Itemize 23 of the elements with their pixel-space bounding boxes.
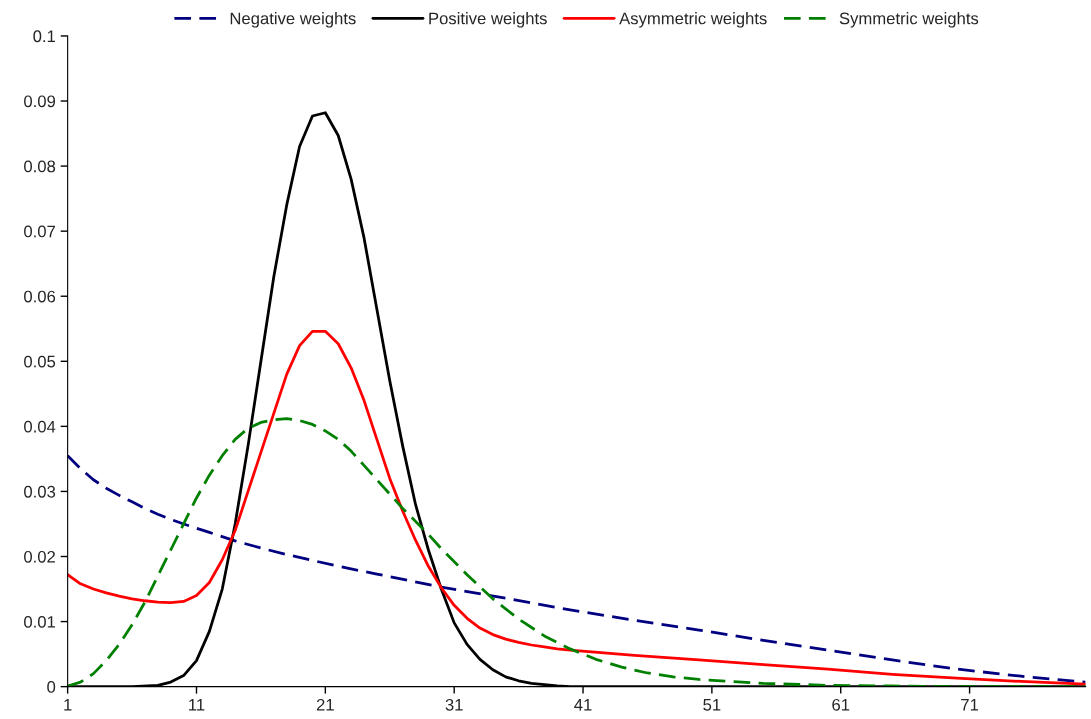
y-tick-label: 0.02 — [24, 550, 55, 563]
y-tick-label: 0.09 — [24, 95, 56, 108]
y-tick-label: 0.06 — [24, 290, 56, 303]
x-tick-label: 11 — [189, 699, 205, 711]
x-tick-label: 51 — [703, 699, 721, 711]
legend-label: Positive weights — [429, 12, 547, 28]
legend-label: Negative weights — [230, 12, 356, 28]
x-tick-label: 1 — [64, 699, 72, 711]
x-tick-label: 31 — [445, 698, 463, 711]
x-tick-label: 41 — [574, 699, 592, 711]
y-tick-label: 0.08 — [24, 160, 56, 173]
x-tick-label: 71 — [961, 699, 979, 711]
y-tick-label: 0.01 — [24, 615, 56, 628]
y-tick-label: 0.07 — [24, 225, 55, 238]
y-tick-label: 0.1 — [33, 30, 56, 43]
legend-label: Asymmetric weights — [619, 12, 767, 28]
x-tick-label: 61 — [832, 698, 850, 711]
legend-label: Symmetric weights — [839, 12, 979, 28]
y-tick-label: 0.05 — [24, 355, 56, 368]
x-tick-label: 21 — [316, 698, 334, 711]
y-tick-label: 0.04 — [24, 420, 56, 433]
y-tick-label: 0.03 — [24, 485, 56, 498]
y-tick-label: 0 — [47, 681, 56, 693]
